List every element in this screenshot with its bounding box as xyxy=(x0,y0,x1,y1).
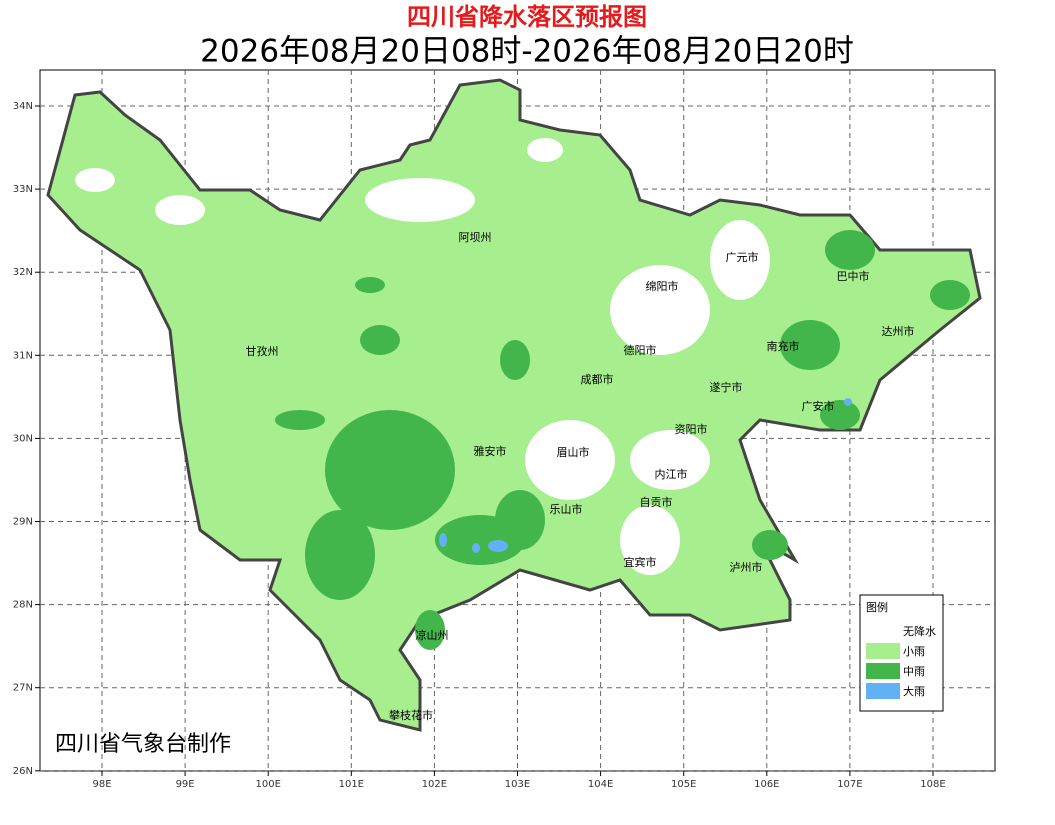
no-rain-areas xyxy=(75,138,770,575)
city-label: 内江市 xyxy=(655,467,688,481)
moderate-rain-areas xyxy=(275,230,970,650)
city-label: 眉山市 xyxy=(557,445,590,459)
y-tick-label: 27N xyxy=(13,683,33,694)
credit: 四川省气象台制作 xyxy=(55,732,231,757)
legend: 图例 无降水 小雨 中雨 大雨 xyxy=(859,594,944,712)
city-label: 宜宾市 xyxy=(624,555,657,569)
city-label: 广元市 xyxy=(726,250,759,264)
city-label: 成都市 xyxy=(581,372,614,386)
legend-swatch xyxy=(866,643,900,659)
x-tick-label: 106E xyxy=(754,779,779,790)
legend-label: 中雨 xyxy=(903,665,925,678)
y-tick-label: 26N xyxy=(13,766,33,777)
province xyxy=(46,78,982,732)
legend-label: 大雨 xyxy=(903,684,925,698)
city-label: 德阳市 xyxy=(624,343,657,357)
x-tick-label: 100E xyxy=(255,779,280,790)
city-label: 自贡市 xyxy=(640,495,673,509)
y-tick-label: 29N xyxy=(13,517,33,528)
city-label: 遂宁市 xyxy=(710,380,743,394)
city-label: 达州市 xyxy=(882,324,915,338)
x-tick-label: 103E xyxy=(505,779,530,790)
city-label: 广安市 xyxy=(802,399,835,413)
city-label: 阿坝州 xyxy=(459,230,492,244)
legend-title: 图例 xyxy=(866,600,888,614)
city-label: 南充市 xyxy=(767,339,800,353)
x-tick-label: 98E xyxy=(92,779,111,790)
city-label: 乐山市 xyxy=(550,502,583,516)
city-label: 巴中市 xyxy=(837,269,870,283)
x-tick-label: 102E xyxy=(422,779,447,790)
heavy-rain-areas xyxy=(439,398,852,553)
y-tick-label: 34N xyxy=(13,101,33,112)
x-tick-label: 107E xyxy=(837,779,862,790)
x-tick-label: 104E xyxy=(588,779,613,790)
legend-swatch xyxy=(866,683,900,699)
y-tick-label: 28N xyxy=(13,600,33,611)
y-tick-label: 30N xyxy=(13,433,33,444)
city-label: 资阳市 xyxy=(675,422,708,436)
city-label: 凉山州 xyxy=(416,628,449,642)
y-tick-label: 31N xyxy=(13,350,33,361)
subtitle: 2026年08月20日08时-2026年08月20日20时 xyxy=(200,34,854,70)
city-label: 甘孜州 xyxy=(246,344,279,358)
legend-swatch xyxy=(866,623,900,639)
city-label: 雅安市 xyxy=(474,444,507,458)
city-label: 攀枝花市 xyxy=(389,708,433,722)
title: 四川省降水落区预报图 xyxy=(407,3,647,31)
x-tick-label: 105E xyxy=(671,779,696,790)
legend-swatch xyxy=(866,663,900,679)
legend-label: 无降水 xyxy=(903,624,936,638)
x-tick-label: 108E xyxy=(920,779,945,790)
legend-label: 小雨 xyxy=(903,645,925,658)
city-label: 泸州市 xyxy=(730,560,763,574)
y-tick-label: 33N xyxy=(13,184,33,195)
y-tick-label: 32N xyxy=(13,267,33,278)
x-tick-label: 99E xyxy=(176,779,195,790)
x-tick-label: 101E xyxy=(339,779,364,790)
city-label: 绵阳市 xyxy=(646,279,679,293)
